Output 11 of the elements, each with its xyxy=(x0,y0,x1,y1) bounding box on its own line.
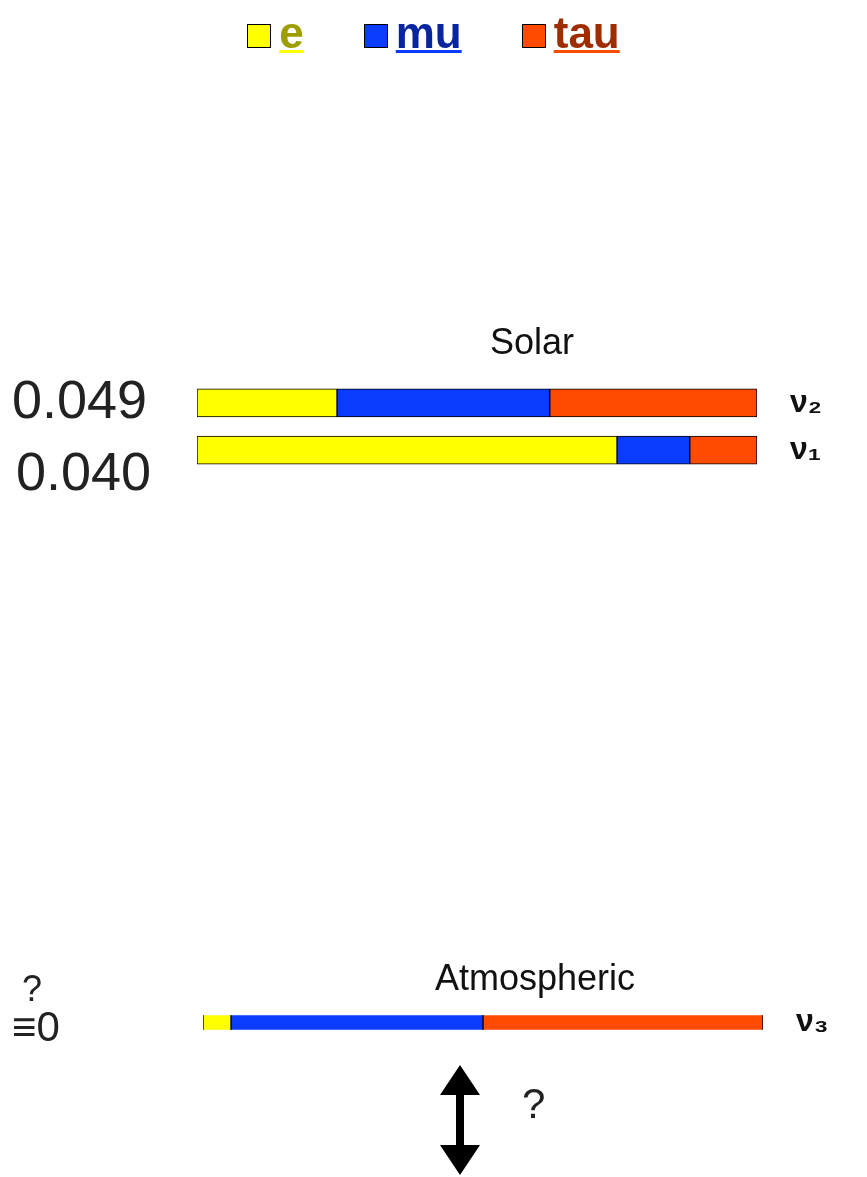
y-tick-label: ν₂ xyxy=(790,382,823,419)
legend-label: e xyxy=(278,8,304,57)
annotation: ? xyxy=(522,1080,546,1128)
legend-label: tau xyxy=(552,8,620,57)
y-tick-label: ν₁ xyxy=(790,429,822,466)
text: 0.049 xyxy=(12,368,148,430)
chart-title: Solar xyxy=(489,320,575,362)
text: Atmospheric xyxy=(434,956,636,998)
text: 0.040 xyxy=(16,440,152,502)
legend-label: mu xyxy=(394,8,462,57)
y-tick-label: ν₃ xyxy=(796,1002,829,1039)
